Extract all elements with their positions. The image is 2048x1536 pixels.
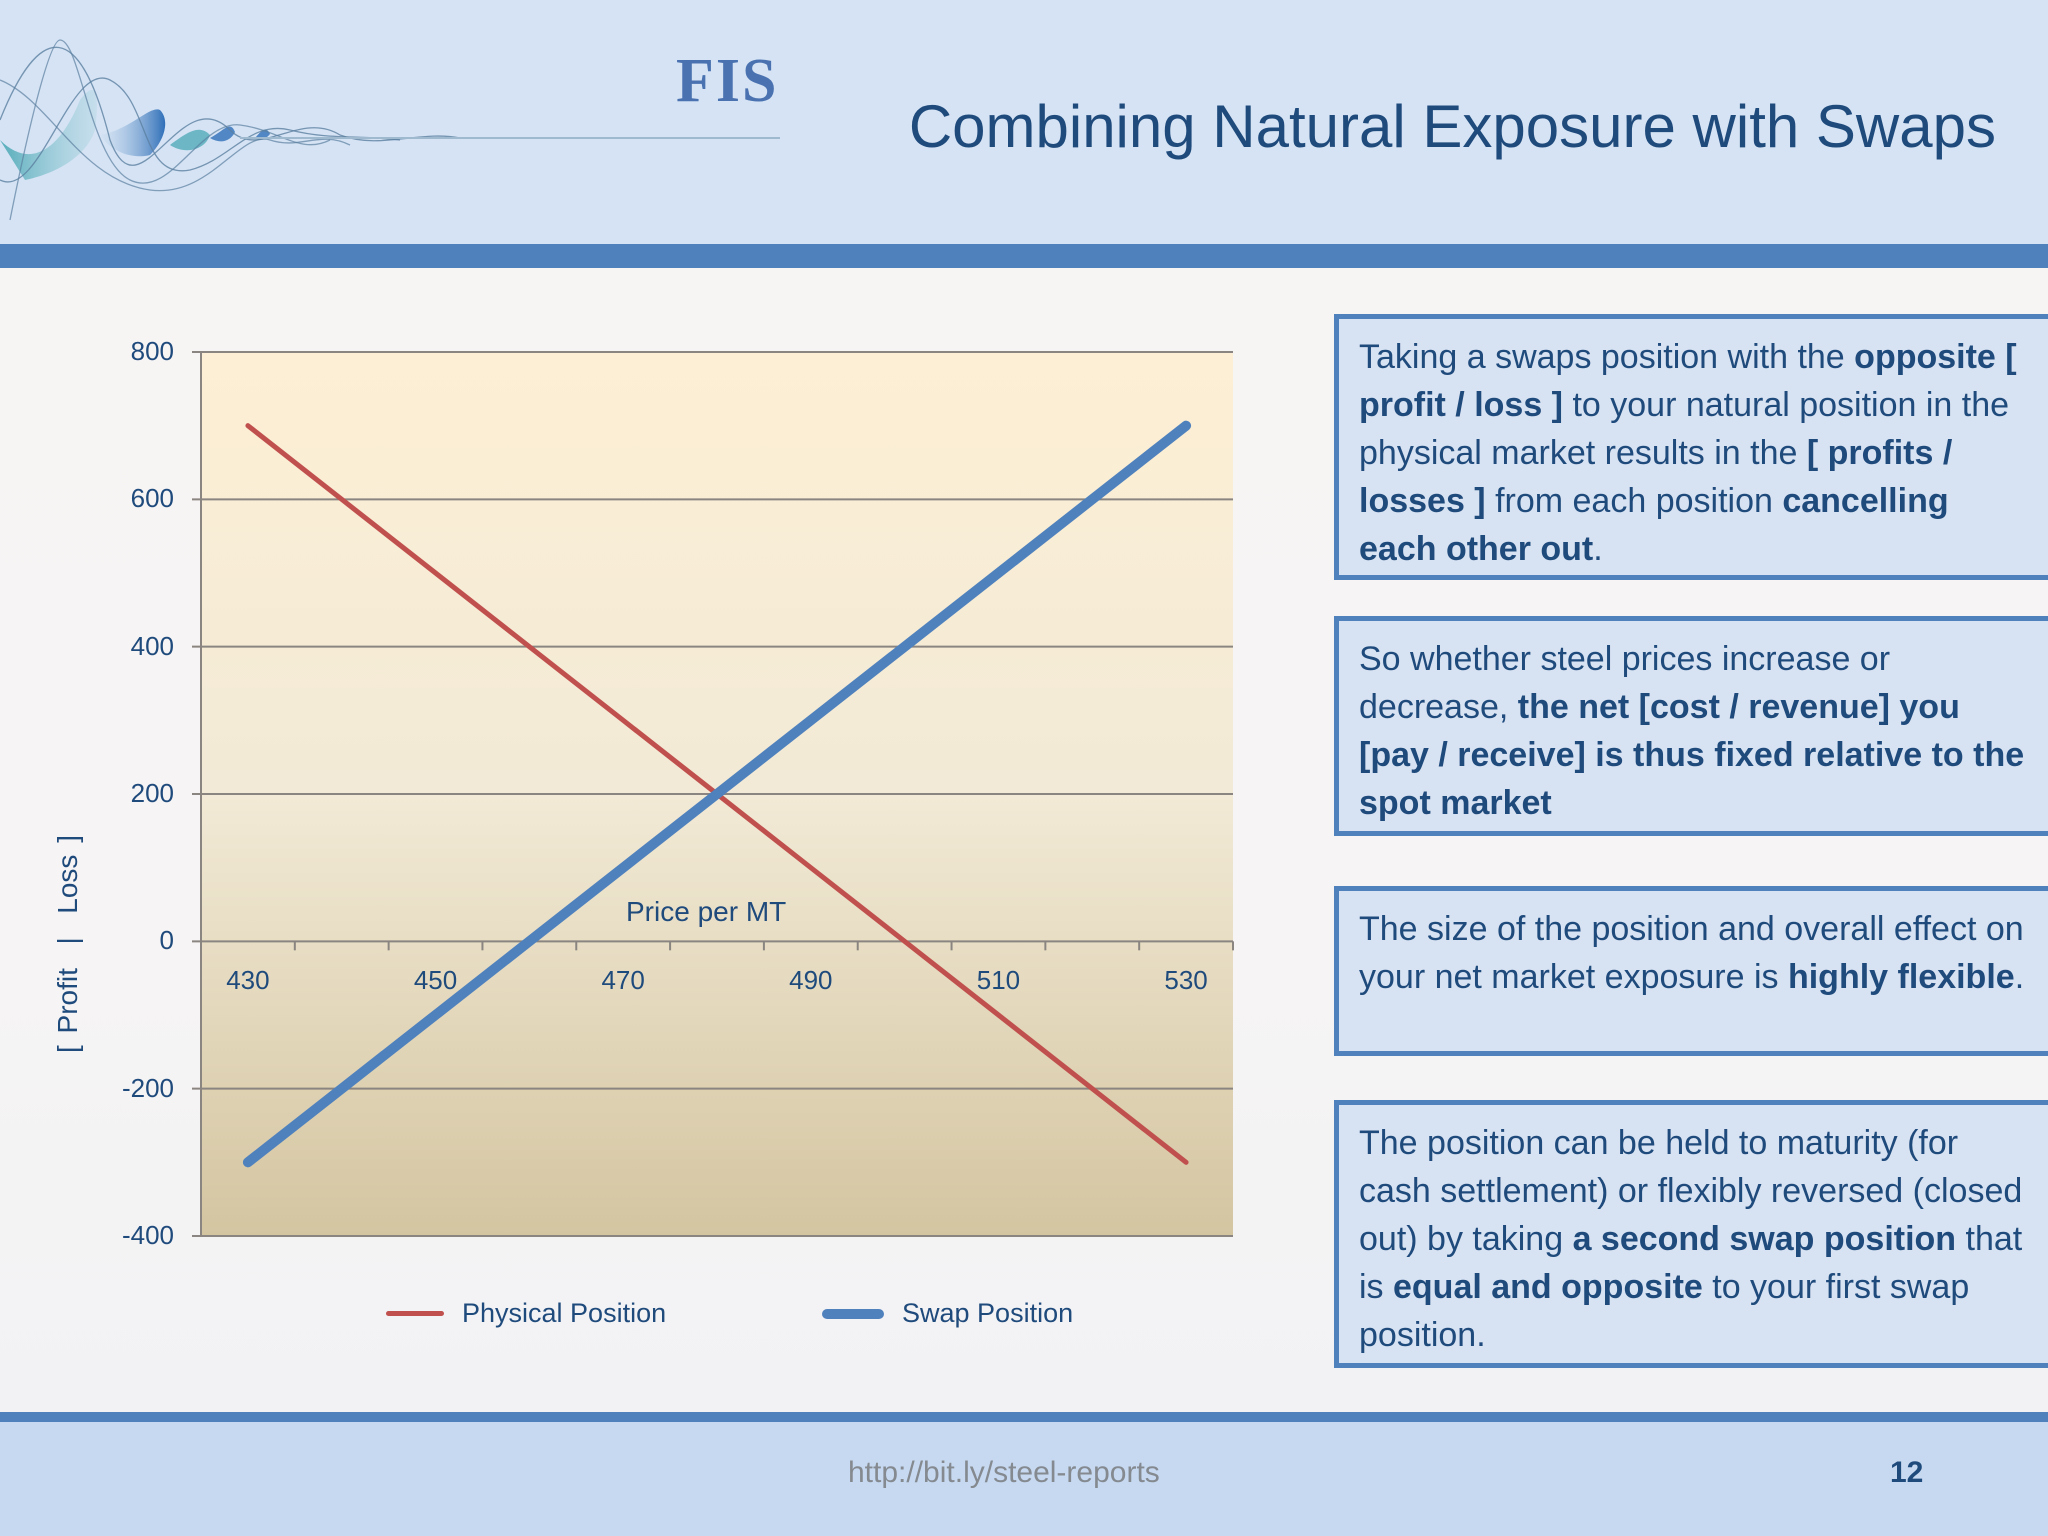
footer-divider — [0, 1412, 2048, 1422]
y-tick-label: -400 — [121, 1220, 174, 1250]
page-title: Combining Natural Exposure with Swaps — [908, 93, 1996, 160]
wave-logo-graphic — [0, 39, 780, 221]
legend-item-physical: Physical Position — [386, 1298, 666, 1329]
x-axis-label: Price per MT — [626, 896, 787, 927]
info-box-maturity: The position can be held to maturity (fo… — [1334, 1100, 2048, 1368]
info-box-fixed-cost: So whether steel prices increase or decr… — [1334, 616, 2048, 836]
y-axis-label: [ Profit | Loss ] — [52, 834, 83, 1054]
legend-swatch-physical — [386, 1311, 444, 1316]
info-box-text: The position can be held to maturity (fo… — [1359, 1124, 2023, 1354]
profit-loss-chart: 800 600 400 200 0 -200 -400 430 450 470 490 510 530… — [0, 268, 1300, 1414]
x-tick-label: 450 — [413, 965, 458, 996]
logo-text: FIS — [676, 47, 779, 115]
fis-logo: FIS — [676, 46, 778, 117]
page-number: 12 — [1890, 1456, 1924, 1489]
info-box-flexible-size: The size of the position and overall eff… — [1334, 886, 2048, 1056]
legend-label-physical: Physical Position — [462, 1298, 667, 1328]
y-tick-label: 400 — [130, 630, 174, 661]
info-box-opposite-position: Taking a swaps position with the opposit… — [1334, 314, 2048, 580]
y-tick-label: 0 — [159, 925, 174, 956]
footer-link[interactable]: http://bit.ly/steel-reports — [848, 1456, 1160, 1489]
slide-header: FIS Combining Natural Exposure with Swap… — [0, 0, 2048, 244]
x-tick-label: 430 — [226, 965, 270, 996]
chart-legend: Physical Position Swap Position — [0, 1298, 1300, 1338]
legend-label-swap: Swap Position — [902, 1298, 1074, 1328]
x-tick-label: 490 — [789, 965, 833, 996]
chart-plot-area — [192, 351, 1234, 1237]
legend-item-swap: Swap Position — [822, 1298, 1073, 1329]
swap-position-line — [242, 420, 1192, 1168]
x-tick-label: 530 — [1164, 965, 1208, 996]
info-box-text: Taking a swaps position with the opposit… — [1359, 338, 2017, 568]
y-tick-label: 600 — [130, 483, 174, 514]
slide-footer: http://bit.ly/steel-reports 12 — [0, 1422, 2048, 1536]
y-tick-label: 200 — [130, 778, 174, 808]
legend-swatch-swap — [822, 1308, 884, 1319]
x-tick-label: 510 — [976, 965, 1021, 996]
header-divider — [0, 244, 2048, 268]
y-tick-label: -200 — [121, 1072, 174, 1103]
y-tick-label: 800 — [130, 336, 174, 366]
info-box-text: The size of the position and overall eff… — [1359, 910, 2025, 996]
x-tick-label: 470 — [601, 965, 645, 996]
info-box-text: So whether steel prices increase or decr… — [1359, 640, 2025, 822]
